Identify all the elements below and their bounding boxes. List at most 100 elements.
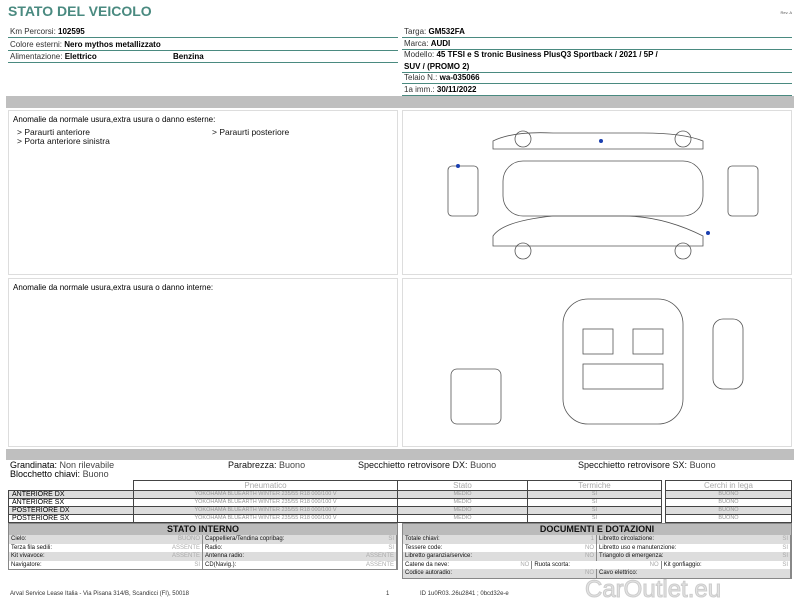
cell-value: SI [388, 536, 394, 542]
exterior-heading: Anomalie da normale usura,extra usura o … [13, 115, 216, 124]
section-cell: Totale chiavi: 1 [403, 535, 597, 544]
rim-state: BUONO [665, 506, 792, 515]
cell-label: Libretto circolazione: [599, 536, 655, 542]
section-row: Libretto garanzia/service: NO Triangolo di… [403, 552, 791, 561]
rim-state: BUONO [665, 514, 792, 523]
section-row: Totale chiavi: 1 Libretto circolazione: SI [403, 535, 791, 544]
section-row: Catene da neve: NO Ruota scorta: NO Kit gonf… [403, 560, 791, 569]
vehicle-field: Alimentazione: Elettrico Benzina [8, 52, 398, 63]
cell-label: Kit gonfiaggio: [663, 561, 702, 568]
section-cell: Triangolo di emergenza: SI [597, 552, 791, 561]
specchietto-sx: Specchietto retrovisore SX: Buono [578, 460, 716, 470]
cell-label: Antenna radio: [205, 553, 245, 559]
cell-label: Catene da neve: [405, 561, 450, 568]
vehicle-field-imm: 1a imm.: 30/11/2022 [402, 85, 792, 96]
section-cell: Antenna radio: ASSENTE [203, 552, 397, 561]
tire-row: POSTERIORE DX YOKOHAMA BLUEARTH WINTER 23… [8, 506, 662, 515]
interior-diagram [402, 278, 792, 447]
tire-model: YOKOHAMA BLUEARTH WINTER 235/55 R18 000/… [133, 506, 398, 515]
cell-value: NO [520, 561, 530, 568]
cell-label: Terza fila sedili: [11, 544, 53, 551]
tire-position: ANTERIORE SX [8, 498, 134, 507]
section-row: Navigatore: SI CD(Navig.): ASSENTE [9, 560, 397, 569]
page-title: STATO DEL VEICOLO [8, 3, 152, 19]
vehicle-field: Colore esterni: Nero mythos metallizzato [8, 40, 398, 51]
section-row: Terza fila sedili: ASSENTE Radio: SI [9, 543, 397, 552]
rear-seat [582, 363, 664, 390]
cell-label: Cappelliera/Tendina copribag: [205, 536, 285, 542]
section-cell: Navigatore: SI [9, 560, 203, 569]
tire-model: YOKOHAMA BLUEARTH WINTER 235/55 R18 000/… [133, 498, 398, 507]
damage-marker [599, 139, 603, 143]
wheel [514, 130, 532, 148]
cell-label: Navigatore: [11, 561, 42, 568]
cell-label: Cavo elettrico: [599, 570, 638, 576]
specchietto-dx: Specchietto retrovisore DX: Buono [358, 460, 497, 470]
vehicle-field: Km Percorsi: 102595 [8, 27, 398, 38]
interior-damage-box: Anomalie da normale usura,extra usura o … [8, 278, 398, 447]
section-cell: Ruota scorta: NO [532, 560, 662, 569]
damage-item: > Paraurti anteriore [17, 127, 90, 137]
cell-value: 1 [590, 536, 594, 542]
tire-model: YOKOHAMA BLUEARTH WINTER 235/55 R18 000/… [133, 514, 398, 523]
car-side-view [492, 215, 704, 247]
header-termiche: Termiche [527, 480, 662, 491]
blank-header [8, 480, 134, 491]
rim-state: BUONO [665, 498, 792, 507]
section-cell: Libretto uso e manutenzione: SI [597, 543, 791, 552]
section-cell: Libretto garanzia/service: NO [403, 552, 597, 561]
cell-value: ASSENTE [365, 561, 394, 568]
stato-interno-title: STATO INTERNO [9, 524, 397, 535]
damage-item: > Porta anteriore sinistra [17, 136, 110, 146]
vehicle-field-modello: SUV / (PROMO 2) [402, 62, 792, 73]
watermark: CarOutlet.eu [584, 576, 722, 603]
documenti-section: DOCUMENTI E DOTAZIONI Totale chiavi: 1 Lib… [402, 523, 792, 579]
tires-table: Pneumatico Stato Termiche ANTERIORE DX YOKO… [8, 480, 662, 523]
rim-row: BUONO [665, 506, 792, 515]
tire-stato: MEDIO [397, 498, 528, 507]
wheel [674, 130, 692, 148]
cell-value: ASSENTE [171, 553, 200, 559]
section-cell: Cavo elettrico: [597, 569, 791, 578]
vehicle-field-marca: Marca: AUDI [402, 39, 792, 50]
header-stato: Stato [397, 480, 528, 491]
cell-value: SI [782, 553, 788, 559]
cell-label: Kit vivavoce: [11, 553, 45, 559]
revision: Rev. A [780, 10, 793, 15]
parabrezza: Parabrezza: Buono [228, 460, 306, 470]
section-cell: Libretto circolazione: SI [597, 535, 791, 544]
separator-band [6, 96, 794, 108]
tire-stato: MEDIO [397, 506, 528, 515]
tire-termiche: SI [527, 514, 662, 523]
cell-label: Cielo: [11, 536, 27, 542]
cell-label: Libretto garanzia/service: [405, 553, 473, 559]
section-cell: CD(Navig.): ASSENTE [203, 560, 397, 569]
tire-termiche: SI [527, 498, 662, 507]
vehicle-field-targa: Targa: GM532FA [402, 27, 792, 38]
cell-value: NO [585, 544, 594, 551]
cell-label: Totale chiavi: [405, 536, 440, 542]
cell-value: NO [585, 570, 594, 576]
page-number: 1 [386, 591, 390, 597]
seat-view [450, 368, 502, 425]
section-row: Kit vivavoce: ASSENTE Antenna radio: ASSENT… [9, 552, 397, 561]
tire-row: ANTERIORE DX YOKOHAMA BLUEARTH WINTER 235… [8, 490, 662, 499]
tire-stato: MEDIO [397, 490, 528, 499]
section-row: Codice autoradio: NO Cavo elettrico: [403, 569, 791, 578]
steering-view [712, 318, 744, 390]
vehicle-field-modello: Modello: 45 TFSI e S tronic Business Plu… [404, 50, 658, 59]
cell-value: SI [388, 544, 394, 551]
section-cell: Radio: SI [203, 543, 397, 552]
section-cell: Catene da neve: NO [403, 560, 533, 569]
cell-value: NO [585, 553, 594, 559]
cell-value: SI [782, 561, 788, 568]
document-id: ID 1u0R03..26u2841 ; 0bcd32e-e [420, 591, 509, 597]
car-rear-view [727, 165, 759, 217]
cell-label: Ruota scorta: [534, 561, 571, 568]
damage-item: > Paraurti posteriore [212, 127, 290, 137]
tire-stato: MEDIO [397, 514, 528, 523]
car-interior-plan [562, 298, 684, 425]
cell-value: ASSENTE [171, 544, 200, 551]
section-cell: Codice autoradio: NO [403, 569, 597, 578]
tire-position: POSTERIORE DX [8, 506, 134, 515]
